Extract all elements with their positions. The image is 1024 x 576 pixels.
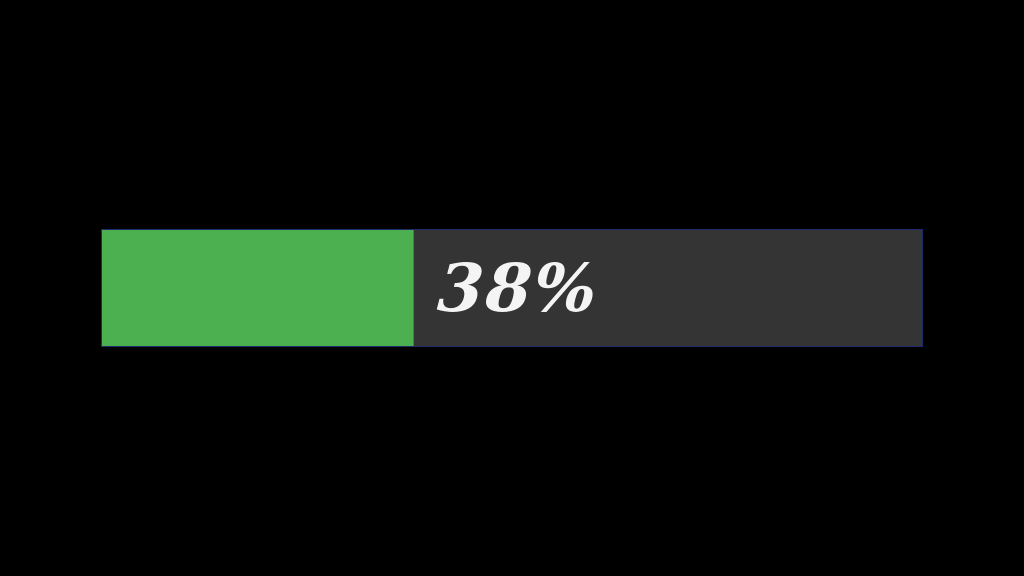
progress-bar-fill (102, 230, 414, 346)
progress-bar: 38% (101, 229, 923, 347)
progress-percent-label: 38% (434, 249, 601, 327)
